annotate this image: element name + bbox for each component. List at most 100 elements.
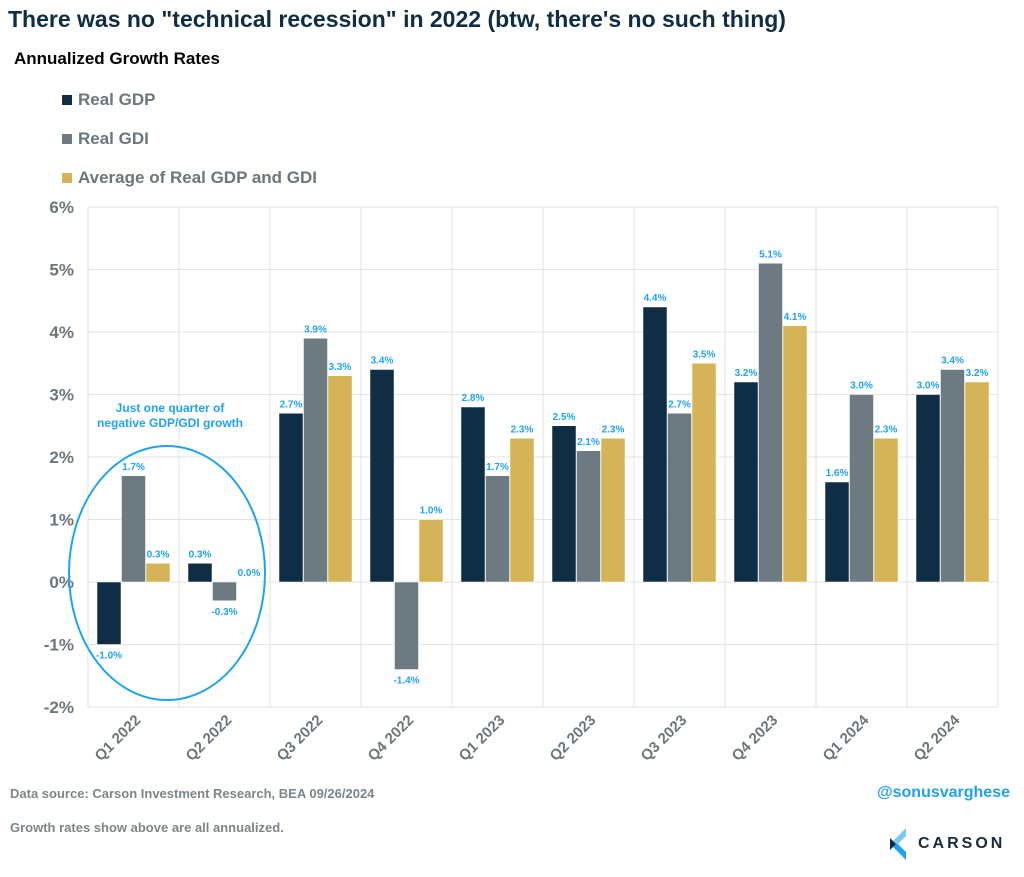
bar: [485, 475, 510, 583]
legend-swatch: [62, 134, 72, 144]
data-label: 1.7%: [122, 462, 145, 473]
data-label: 2.7%: [668, 399, 691, 410]
bar: [733, 381, 759, 583]
data-label: 4.4%: [644, 293, 667, 304]
bar: [824, 481, 850, 583]
x-tick-label: Q4 2022: [365, 712, 418, 765]
bar: [642, 306, 668, 583]
legend-label: Average of Real GDP and GDI: [78, 168, 318, 187]
legend-swatch: [62, 173, 72, 183]
legend-item-average: Average of Real GDP and GDI: [62, 168, 317, 188]
x-tick-label: Q2 2023: [547, 712, 600, 765]
x-tick-label: Q1 2024: [820, 711, 873, 764]
y-tick-label: 2%: [49, 448, 74, 467]
data-label: 3.0%: [917, 381, 940, 392]
chart-subtitle: Annualized Growth Rates: [14, 49, 220, 68]
y-tick-label: 1%: [49, 511, 74, 530]
bar: [964, 381, 990, 583]
legend-item-real-gdi: Real GDI: [62, 129, 149, 149]
bar: [394, 581, 419, 670]
data-label: -1.0%: [96, 651, 122, 662]
x-tick-label: Q1 2023: [456, 712, 509, 765]
bar: [278, 413, 304, 583]
bar: [303, 338, 328, 583]
y-tick-label: -1%: [44, 636, 74, 655]
bar: [873, 438, 899, 583]
data-label: 2.1%: [577, 437, 600, 448]
y-tick-label: 3%: [49, 386, 74, 405]
author-handle: @sonusvarghese: [877, 784, 1010, 801]
chart-title: There was no "technical recession" in 20…: [8, 6, 786, 32]
logo-text: CARSON: [918, 835, 1006, 852]
data-source: Data source: Carson Investment Research,…: [10, 786, 375, 801]
data-label: 3.3%: [329, 362, 352, 373]
y-tick-label: 6%: [49, 198, 74, 217]
data-label: 5.1%: [759, 249, 782, 260]
data-label: 4.1%: [784, 312, 807, 323]
data-label: 3.4%: [371, 356, 394, 367]
data-label: 3.2%: [735, 368, 758, 379]
data-label: 2.3%: [875, 424, 898, 435]
data-label: 3.0%: [850, 381, 873, 392]
legend-label: Real GDI: [78, 129, 149, 148]
legend-swatch: [62, 95, 72, 105]
legend-label: Real GDP: [78, 90, 156, 109]
carson-logo-icon: [890, 828, 906, 860]
bar: [691, 363, 717, 583]
x-tick-label: Q2 2022: [183, 712, 236, 765]
bar: [667, 413, 692, 583]
annotation-circle: [68, 445, 266, 701]
data-label: 3.9%: [304, 324, 327, 335]
bar: [509, 438, 535, 583]
data-label: 3.4%: [941, 356, 964, 367]
data-label: 2.7%: [280, 399, 303, 410]
bar: [327, 375, 353, 583]
x-tick-label: Q2 2024: [911, 711, 964, 764]
bar: [849, 394, 874, 583]
y-tick-label: -2%: [44, 698, 74, 717]
data-label: -0.3%: [211, 607, 237, 618]
data-label: 2.3%: [602, 424, 625, 435]
bar: [600, 438, 626, 583]
carson-logo: CARSON: [888, 828, 1005, 860]
annotation-text: Just one quarter of: [116, 401, 226, 415]
data-label: 1.7%: [486, 462, 509, 473]
data-label: 0.0%: [238, 568, 261, 579]
data-label: 2.3%: [511, 424, 534, 435]
y-tick-label: 4%: [49, 323, 74, 342]
data-label: -1.4%: [393, 676, 419, 687]
bar: [121, 475, 146, 583]
bar: [576, 450, 601, 583]
y-tick-label: 0%: [49, 573, 74, 592]
x-tick-label: Q1 2022: [92, 712, 145, 765]
bar: [551, 425, 577, 583]
bar: [187, 563, 213, 583]
data-label: 1.0%: [420, 506, 443, 517]
x-tick-label: Q3 2022: [274, 712, 327, 765]
data-label: 3.5%: [693, 349, 716, 360]
data-label: 0.3%: [147, 549, 170, 560]
data-label: 1.6%: [826, 468, 849, 479]
data-label: 2.5%: [553, 412, 576, 423]
bar: [782, 325, 808, 583]
legend-item-real-gdp: Real GDP: [62, 90, 155, 110]
footnote: Growth rates show above are all annualiz…: [10, 820, 284, 835]
bar: [145, 563, 171, 583]
bar: [418, 519, 444, 583]
bar: [236, 581, 262, 583]
data-label: 0.3%: [189, 549, 212, 560]
bar: [96, 581, 122, 645]
bar: [940, 369, 965, 583]
x-tick-label: Q3 2023: [638, 712, 691, 765]
bar: [369, 369, 395, 583]
x-tick-label: Q4 2023: [729, 712, 782, 765]
data-label: 2.8%: [462, 393, 485, 404]
data-label: 3.2%: [966, 368, 989, 379]
bar: [460, 406, 486, 583]
bar: [915, 394, 941, 583]
annotation-text: negative GDP/GDI growth: [97, 416, 243, 430]
y-tick-label: 5%: [49, 261, 74, 280]
bar: [758, 263, 783, 583]
